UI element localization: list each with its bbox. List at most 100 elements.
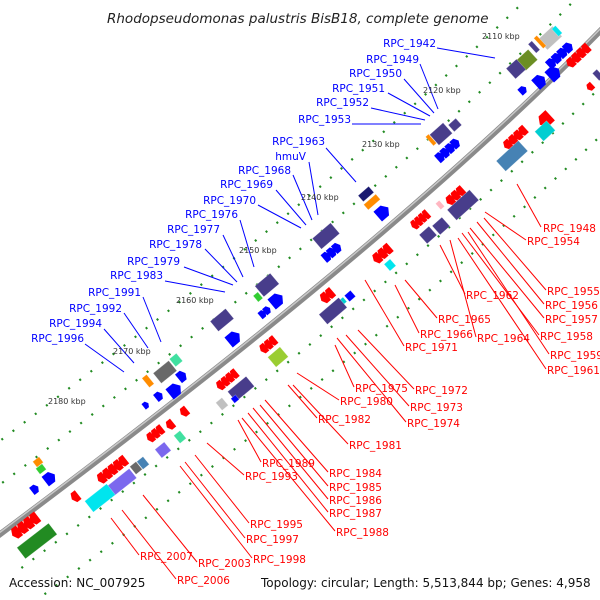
reverse-gene-arrow (538, 110, 555, 127)
kbp-tick-label: 2140 kbp (301, 193, 339, 202)
reverse-gene-arrow (508, 133, 519, 145)
reverse-gene-label[interactable]: RPC_1955 (547, 286, 600, 298)
reverse-gene-arrow (377, 247, 389, 260)
gene-box (363, 193, 381, 211)
reverse-gene-label[interactable]: RPC_1988 (336, 527, 389, 539)
forward-gene-label[interactable]: RPC_1983 (110, 270, 163, 282)
tick-dot-line (0, 0, 577, 486)
reverse-gene-label[interactable]: RPC_1957 (545, 314, 598, 326)
gene-box (357, 185, 375, 203)
forward-gene-label[interactable]: RPC_1968 (238, 165, 291, 177)
reverse-gene-arrow (225, 372, 236, 383)
reverse-gene-label[interactable]: RPC_1956 (545, 300, 598, 312)
reverse-gene-label[interactable]: RPC_1989 (262, 458, 315, 470)
forward-gene-label[interactable]: RPC_1950 (349, 68, 402, 80)
reverse-gene-label[interactable]: RPC_1975 (355, 383, 408, 395)
reverse-gene-label[interactable]: RPC_1948 (543, 223, 596, 235)
reverse-gene-label[interactable]: RPC_1985 (329, 482, 382, 494)
genome-backbone-highlight (0, 27, 600, 534)
forward-gene-arrow (444, 143, 455, 155)
reverse-gene-label[interactable]: RPC_1974 (407, 418, 460, 430)
gene-box (84, 483, 116, 513)
leader-line (364, 279, 405, 347)
forward-gene-label[interactable]: RPC_1976 (185, 209, 238, 221)
reverse-gene-arrow (518, 124, 529, 136)
leader-line (142, 296, 162, 343)
reverse-gene-arrow (421, 209, 432, 220)
reverse-gene-label[interactable]: RPC_1962 (466, 290, 519, 302)
leader-line (336, 337, 407, 423)
leader-line (204, 248, 238, 283)
reverse-gene-arrow (586, 81, 596, 91)
reverse-gene-label[interactable]: RPC_1982 (318, 414, 371, 426)
forward-gene-label[interactable]: RPC_1978 (149, 239, 202, 251)
forward-gene-label[interactable]: RPC_1951 (332, 83, 385, 95)
reverse-gene-label[interactable]: RPC_1986 (329, 495, 382, 507)
leader-line (370, 107, 426, 121)
leader-line (206, 442, 245, 476)
forward-gene-label[interactable]: RPC_1979 (127, 256, 180, 268)
forward-gene-label[interactable]: RPC_1977 (167, 224, 220, 236)
forward-gene-label[interactable]: RPC_1942 (383, 38, 436, 50)
reverse-gene-label[interactable]: RPC_1958 (540, 331, 593, 343)
leader-line (461, 232, 540, 336)
forward-gene-arrow (224, 331, 240, 348)
forward-gene-label[interactable]: RPC_1969 (220, 179, 273, 191)
reverse-gene-arrow (70, 490, 82, 503)
reverse-gene-arrow (410, 219, 420, 230)
reverse-gene-arrow (155, 424, 166, 435)
reverse-gene-arrow (29, 511, 42, 525)
reverse-gene-label[interactable]: RPC_1954 (527, 236, 580, 248)
reverse-gene-label[interactable]: RPC_1997 (246, 534, 299, 546)
reverse-gene-label[interactable]: RPC_2007 (140, 551, 193, 563)
reverse-gene-label[interactable]: RPC_1981 (349, 440, 402, 452)
reverse-gene-label[interactable]: RPC_2003 (198, 558, 251, 570)
reverse-gene-label[interactable]: RPC_1966 (420, 329, 473, 341)
reverse-gene-label[interactable]: RPC_1961 (547, 365, 600, 377)
leader-line (110, 517, 140, 556)
reverse-gene-arrow (268, 335, 279, 346)
forward-gene-label[interactable]: RPC_1991 (88, 287, 141, 299)
forward-gene-label[interactable]: RPC_1963 (272, 136, 325, 148)
reverse-gene-arrow (11, 525, 24, 539)
reverse-gene-label[interactable]: RPC_1980 (340, 396, 393, 408)
leader-line (334, 344, 355, 388)
leader-line (296, 372, 340, 401)
reverse-gene-label[interactable]: RPC_1998 (253, 554, 306, 566)
reverse-gene-arrow (414, 215, 424, 227)
reverse-gene-label[interactable]: RPC_1987 (329, 508, 382, 520)
forward-gene-arrow (544, 58, 557, 70)
gene-box (230, 394, 240, 404)
leader-line (292, 384, 349, 445)
forward-gene-arrow (550, 52, 562, 65)
forward-gene-arrow (561, 42, 573, 54)
forward-gene-label[interactable]: RPC_1996 (31, 333, 84, 345)
reverse-gene-label[interactable]: RPC_1959 (550, 350, 600, 362)
leader-line (257, 204, 302, 229)
reverse-gene-label[interactable]: RPC_1964 (477, 333, 530, 345)
gene-box (534, 120, 556, 142)
forward-gene-label[interactable]: RPC_1952 (316, 97, 369, 109)
reverse-gene-label[interactable]: RPC_1995 (250, 519, 303, 531)
forward-gene-arrow (320, 251, 332, 263)
forward-gene-label[interactable]: RPC_1970 (203, 195, 256, 207)
reverse-gene-label[interactable]: RPC_1993 (245, 471, 298, 483)
reverse-gene-arrow (112, 458, 124, 471)
reverse-gene-arrow (216, 379, 227, 391)
leader-line (275, 189, 307, 226)
kbp-tick-label: 2120 kbp (423, 86, 461, 95)
gene-box (505, 58, 527, 80)
reverse-gene-label[interactable]: RPC_1973 (410, 402, 463, 414)
forward-gene-label[interactable]: RPC_1992 (69, 303, 122, 315)
reverse-gene-label[interactable]: RPC_1972 (415, 385, 468, 397)
reverse-gene-label[interactable]: RPC_2006 (177, 575, 230, 587)
forward-gene-label[interactable]: RPC_1994 (49, 318, 102, 330)
forward-gene-label[interactable]: RPC_1953 (298, 114, 351, 126)
gene-box (431, 216, 451, 236)
reverse-gene-arrow (566, 56, 577, 68)
reverse-gene-label[interactable]: RPC_1971 (405, 342, 458, 354)
forward-gene-label[interactable]: RPC_1949 (366, 54, 419, 66)
forward-gene-label[interactable]: hmuV (275, 151, 307, 163)
reverse-gene-label[interactable]: RPC_1984 (329, 468, 382, 480)
reverse-gene-label[interactable]: RPC_1965 (438, 314, 491, 326)
